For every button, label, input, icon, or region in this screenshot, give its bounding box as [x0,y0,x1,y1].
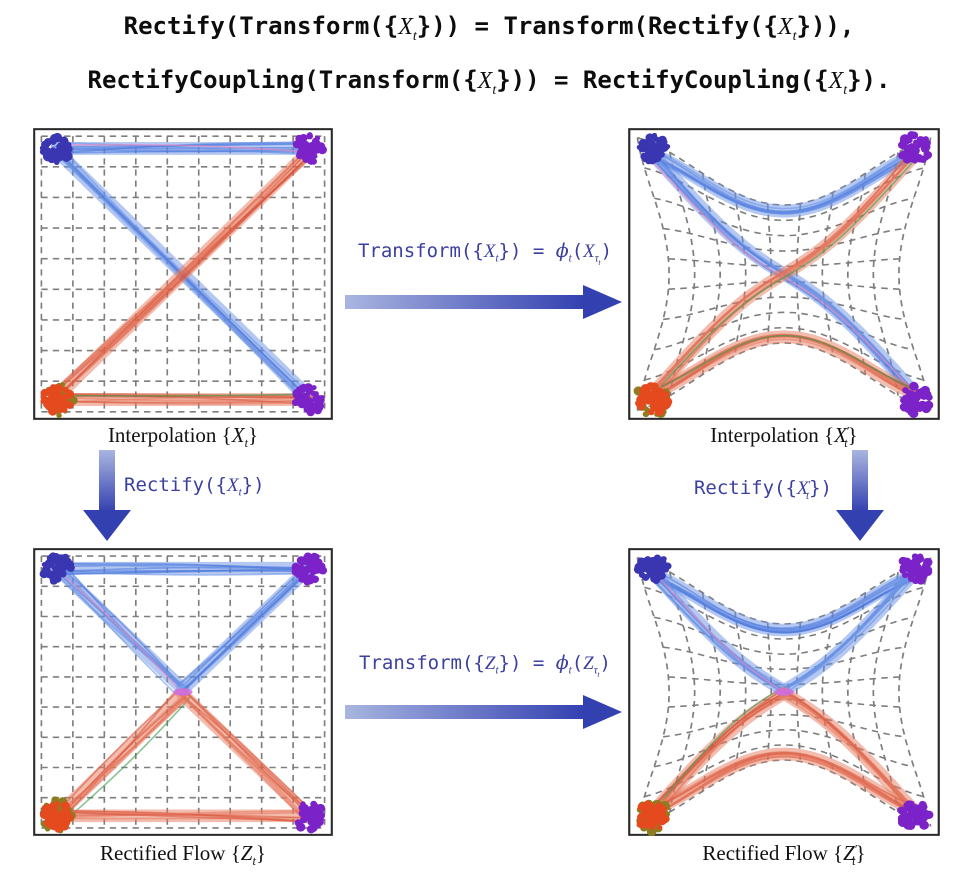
grid [40,555,326,829]
panel-canvas-rectified-flow-zt [33,548,333,836]
panel-interpolation-xt-prime [628,128,940,420]
cluster-top-left [636,132,671,165]
panel-rectified-flow-zt [33,548,333,836]
flow-bands [647,146,921,401]
panel-canvas-interpolation-xt-prime [628,128,940,420]
caption-rectified-flow-zt: Rectified Flow {Zt} [100,841,266,869]
rectify-right-label: Rectify({X′t}) [693,477,832,502]
equation-line-1: Rectify(Transform({Xt})) = Transform(Rec… [123,12,855,44]
cluster-bottom-right [899,381,934,418]
panel-canvas-rectified-flow-zt-prime [628,548,940,836]
transform-top-arrow-icon [345,285,622,319]
caption-rectified-flow-zt-prime: Rectified Flow {Z′t} [702,841,866,869]
rectify-left-arrow-icon [83,450,131,541]
cluster-top-left [633,554,672,584]
transform-bottom-arrow-icon [345,695,622,729]
cluster-bottom-right [291,383,325,417]
cluster-top-left [39,132,73,165]
caption-interpolation-xt: Interpolation {Xt} [107,423,259,451]
cluster-top-right [898,553,933,585]
flow-bands [49,141,316,406]
cluster-bottom-right [294,800,326,834]
rectify-left-label: Rectify({Xt}) [124,474,265,499]
flow-bands [49,561,317,824]
panel-rectified-flow-zt-prime [628,548,940,836]
flow-bands [647,567,921,819]
panel-canvas-interpolation-xt [33,128,333,420]
center-blob [173,688,193,696]
cluster-bottom-right [897,800,934,830]
equation-line-2: RectifyCoupling(Transform({Xt})) = Recti… [87,66,891,98]
transform-top-label: Transform({Xt}) = ϕt(Xτt) [357,240,613,267]
panel-interpolation-xt [33,128,333,420]
cluster-top-right [898,131,933,164]
cluster-top-right [292,132,327,165]
cluster-bottom-left [636,799,671,836]
cluster-bottom-left [39,796,76,834]
center-blob [774,688,794,696]
transform-bottom-label: Transform({Zt}) = ϕt(Zτt) [359,652,611,679]
grid [40,135,326,413]
caption-interpolation-xt-prime: Interpolation {X′t} [710,423,858,451]
rectify-right-arrow-icon [836,450,884,541]
cluster-bottom-left [633,382,673,419]
cluster-bottom-left [40,382,78,419]
cluster-top-left [39,552,75,585]
cluster-top-right [291,552,328,586]
